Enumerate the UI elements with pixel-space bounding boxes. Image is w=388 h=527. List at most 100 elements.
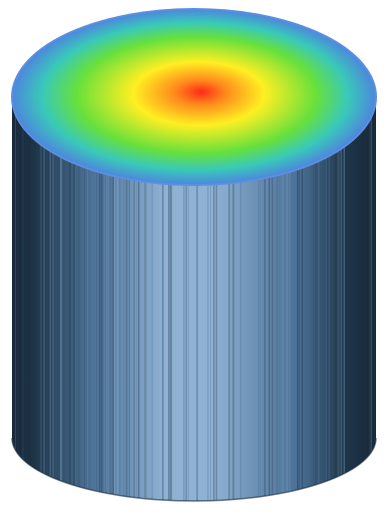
side-streak [240, 97, 242, 501]
side-streak [30, 97, 31, 501]
side-streak [171, 97, 173, 501]
side-streak [111, 97, 113, 501]
side-streak [105, 97, 106, 501]
side-streak [214, 97, 216, 501]
side-streak [343, 97, 346, 501]
side-streak [327, 97, 329, 501]
side-streak [216, 97, 218, 501]
side-streak [279, 97, 281, 501]
side-streak [168, 97, 170, 501]
side-streak [207, 97, 209, 501]
side-streak [84, 97, 85, 501]
side-streak [99, 97, 101, 501]
side-streak [123, 97, 125, 501]
side-streak [315, 97, 317, 501]
side-streak [88, 97, 90, 501]
side-streak [259, 97, 261, 501]
side-streak [144, 97, 146, 501]
side-streak [124, 97, 127, 501]
side-streak [114, 97, 116, 501]
side-streak [96, 97, 97, 501]
side-streak [129, 97, 130, 501]
side-streak [276, 97, 278, 501]
side-streak [34, 97, 36, 501]
side-streak [69, 97, 71, 501]
side-streak [58, 97, 60, 501]
cylinder-bottom-edge [11, 437, 377, 502]
side-streak [169, 97, 172, 501]
side-streak [81, 97, 83, 501]
cylinder-top-rim [11, 8, 377, 186]
side-streak [109, 97, 111, 501]
side-streak [117, 97, 119, 501]
side-streak [195, 97, 197, 501]
side-streak [232, 97, 234, 501]
side-streak [318, 97, 320, 501]
side-streak [340, 97, 342, 501]
cylinder-top [11, 8, 377, 186]
side-streak [316, 97, 318, 501]
side-streak [346, 97, 348, 501]
side-streak [229, 97, 231, 501]
side-streak [174, 97, 176, 501]
side-streak [127, 97, 130, 501]
side-streak [373, 97, 375, 501]
side-streak [162, 97, 164, 501]
side-streak [286, 97, 289, 501]
side-streak [298, 97, 300, 501]
side-streak [337, 97, 340, 501]
side-streak [361, 97, 363, 501]
side-streak [325, 97, 328, 501]
side-streak [328, 97, 330, 501]
side-streak [213, 97, 215, 501]
side-streak [234, 97, 235, 501]
side-streak [183, 97, 184, 501]
side-streak [334, 97, 337, 501]
side-streak [282, 97, 284, 501]
side-streak [277, 97, 279, 501]
heatmap-top-surface [12, 9, 376, 185]
side-streak [268, 97, 271, 501]
cylinder-side [11, 97, 377, 502]
cylinder-side-surface [12, 97, 376, 501]
side-streak [43, 97, 45, 501]
side-streak [271, 97, 274, 501]
side-streak [291, 97, 293, 501]
side-streak [100, 97, 103, 501]
side-streak [186, 97, 187, 501]
side-streak [28, 97, 30, 501]
side-streak [345, 97, 347, 501]
side-streak [210, 97, 211, 501]
side-streak [19, 97, 22, 501]
side-streak [262, 97, 264, 501]
side-streak [27, 97, 29, 501]
side-streak [22, 97, 24, 501]
side-streak [289, 97, 291, 501]
side-streak [133, 97, 135, 501]
side-streak [87, 97, 89, 501]
side-streak [60, 97, 62, 501]
side-streak [126, 97, 128, 501]
side-streak [49, 97, 52, 501]
side-streak [15, 97, 16, 501]
side-streak [223, 97, 226, 501]
side-streak [118, 97, 121, 501]
side-streak [228, 97, 230, 501]
side-streak [75, 97, 77, 501]
side-streak [264, 97, 266, 501]
side-streak [73, 97, 75, 501]
side-streak [48, 97, 49, 501]
side-streak [258, 97, 260, 501]
side-streak [184, 97, 186, 501]
side-streak [102, 97, 104, 501]
side-streak [370, 97, 373, 501]
side-streak [52, 97, 54, 501]
side-streak [180, 97, 182, 501]
side-streak [112, 97, 115, 501]
side-streak [196, 97, 198, 501]
side-streak [40, 97, 42, 501]
side-streak [151, 97, 153, 501]
side-streak [321, 97, 323, 501]
side-streak [97, 97, 99, 501]
side-streak [307, 97, 310, 501]
